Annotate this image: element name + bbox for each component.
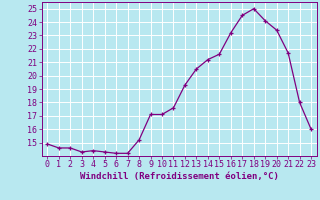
X-axis label: Windchill (Refroidissement éolien,°C): Windchill (Refroidissement éolien,°C)	[80, 172, 279, 181]
